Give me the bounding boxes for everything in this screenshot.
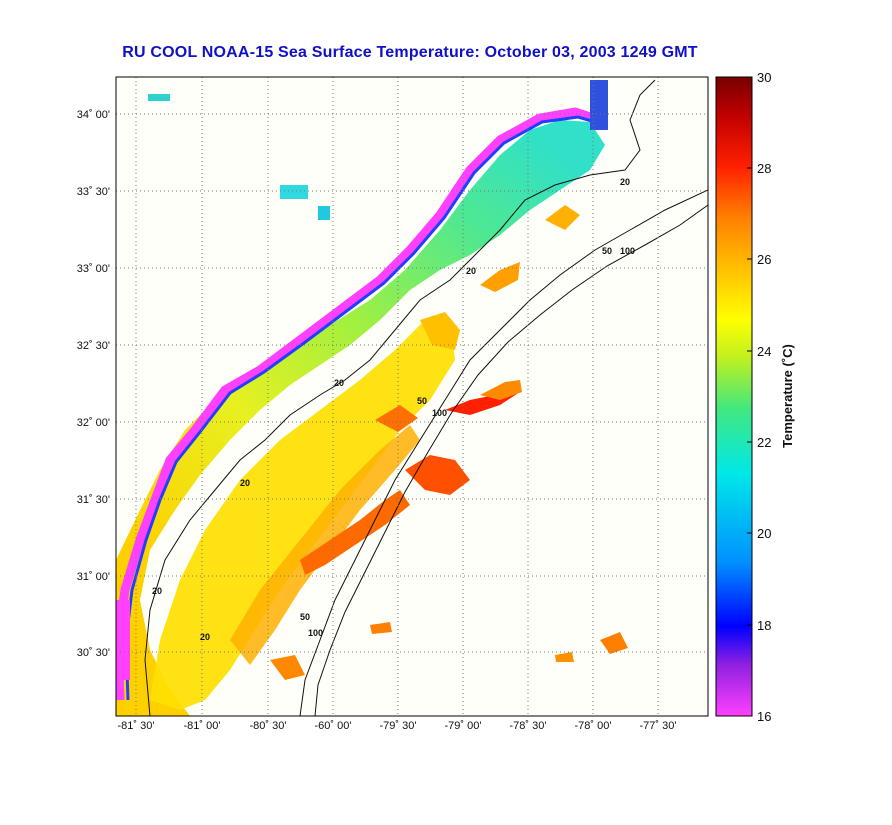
gulf-stream-patch-2 [405, 455, 470, 495]
lon-label-77-30: -77˚ 30' [640, 720, 677, 732]
cold-coastal-fringe-blue [124, 115, 603, 701]
inland-patch-3 [318, 206, 330, 220]
lon-label-80-00: -60˚ 00' [315, 720, 352, 732]
inland-patch-1 [148, 94, 170, 101]
lat-label-31-30: 31˚ 30' [77, 494, 110, 506]
isobath-100m [314, 204, 708, 716]
offshore-patch-3 [270, 655, 305, 680]
lon-label-79-30: -79˚ 30' [380, 720, 417, 732]
offshore-patch-4 [545, 205, 580, 230]
colorbar-tick-16: 16 [757, 709, 771, 724]
colorbar-tick-28: 28 [757, 161, 771, 176]
lat-label-32-30: 32˚ 30' [77, 340, 110, 352]
map-border [115, 76, 709, 717]
lon-label-78-00: -78˚ 00' [575, 720, 612, 732]
lon-label-78-30: -78˚ 30' [510, 720, 547, 732]
inland-patch-2 [280, 185, 308, 199]
colorbar [715, 76, 753, 717]
lon-label-81-00: -81˚ 00' [184, 720, 221, 732]
lat-label-33-30: 33˚ 30' [77, 186, 110, 198]
contour-label-4: 20 [240, 478, 250, 488]
gulf-stream-patch-5 [375, 405, 418, 432]
coastal-sst-band [116, 120, 605, 716]
offshore-patch-5 [600, 632, 628, 654]
isobath-20m [144, 79, 656, 716]
contour-label-8: 100 [620, 246, 635, 256]
colorbar-tick-30: 30 [757, 70, 771, 85]
lon-label-79-00: -79˚ 00' [445, 720, 482, 732]
colorbar-tick-20: 20 [757, 526, 771, 541]
contour-label-12: 100 [308, 628, 323, 638]
contour-label-6: 20 [200, 632, 210, 642]
colorbar-ticks [747, 76, 752, 717]
lat-label-31-00: 31˚ 00' [77, 571, 110, 583]
colorbar-tick-18: 18 [757, 618, 771, 633]
gulf-stream-patch-1 [300, 490, 410, 575]
offshore-patch-2 [480, 262, 520, 292]
gulf-stream-patch-4 [480, 380, 522, 400]
inland-patch-4 [590, 80, 608, 130]
contour-label-11: 50 [300, 612, 310, 622]
contour-label-3: 20 [334, 378, 344, 388]
cold-coastal-fringe [116, 107, 602, 701]
lat-label-30-30: 30˚ 30' [77, 647, 110, 659]
colorbar-label: Temperature (˚C) [780, 344, 795, 448]
lat-label-33-00: 33˚ 00' [77, 263, 110, 275]
graticule [116, 77, 708, 716]
contour-label-1: 20 [620, 177, 630, 187]
lat-label-34-00: 34˚ 00' [77, 109, 110, 121]
shelf-sst-patch [150, 320, 455, 710]
offshore-patch-7 [555, 652, 574, 662]
colorbar-tick-22: 22 [757, 435, 771, 450]
inland-patch-5 [116, 600, 130, 680]
map-content [116, 79, 708, 716]
offshore-patch-1 [420, 312, 460, 350]
colorbar-tick-24: 24 [757, 344, 771, 359]
map-title: RU COOL NOAA-15 Sea Surface Temperature:… [122, 44, 698, 61]
contour-label-7: 50 [602, 246, 612, 256]
contour-label-5: 20 [152, 586, 162, 596]
contour-label-2: 20 [466, 266, 476, 276]
colorbar-tick-26: 26 [757, 252, 771, 267]
contour-label-9: 50 [417, 396, 427, 406]
lon-label-81-30: -81˚ 30' [118, 720, 155, 732]
lat-label-32-00: 32˚ 00' [77, 417, 110, 429]
lon-label-80-30: -80˚ 30' [250, 720, 287, 732]
offshore-patch-6 [370, 622, 392, 634]
isobath-50m [299, 189, 708, 716]
contour-label-10: 100 [432, 408, 447, 418]
